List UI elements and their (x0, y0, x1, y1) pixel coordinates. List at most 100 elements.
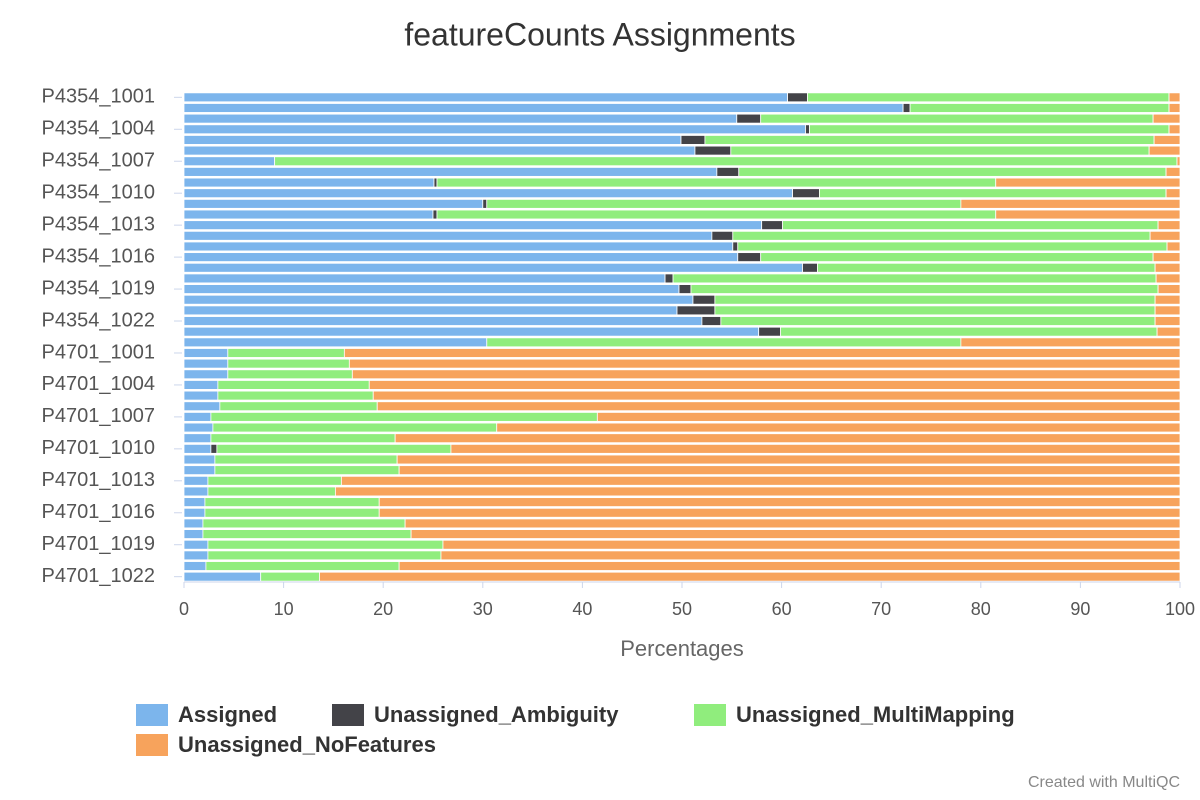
legend-label: Unassigned_NoFeatures (178, 732, 436, 757)
bar-segment (486, 337, 962, 348)
bar-segment (183, 465, 216, 476)
bar-segment (704, 135, 1155, 145)
x-tick-label: 10 (274, 599, 294, 619)
bar-segment (730, 145, 1150, 156)
bar-segment (210, 412, 598, 422)
bar-segment (207, 550, 442, 561)
bar-segment (672, 273, 1157, 284)
bar-segment (1168, 92, 1181, 103)
y-tick-label: P4354_1001 (42, 86, 155, 108)
y-tick-label: P4701_1007 (42, 405, 155, 427)
y-tick-label: P4354_1022 (42, 309, 155, 331)
bar-segment (676, 305, 716, 316)
bar-segment (183, 241, 734, 252)
bar-segment (664, 273, 674, 284)
bar-segment (212, 422, 498, 433)
bar-segment (183, 475, 209, 486)
x-tick-label: 80 (971, 599, 991, 619)
bar-segment (183, 262, 803, 273)
bar-segment (1148, 145, 1181, 156)
bar-segment (214, 454, 398, 465)
y-tick-label: P4701_1001 (42, 341, 155, 363)
bar-segment (1168, 103, 1181, 113)
bar-segment (227, 369, 353, 380)
bar-segment (217, 390, 374, 401)
bar-segment (227, 348, 345, 358)
bar-segment (183, 92, 788, 103)
bar-segment (378, 497, 1181, 507)
y-tick-label: P4701_1013 (42, 469, 155, 491)
bar-segment (183, 316, 703, 326)
x-tick-label: 90 (1070, 599, 1090, 619)
bar-segment (183, 390, 219, 401)
bar-segment (1165, 188, 1181, 199)
bar-segment (1157, 220, 1181, 231)
bar-segment (351, 369, 1181, 380)
bar-segment (183, 198, 484, 209)
bar-segment (802, 262, 818, 273)
x-axis-label: Percentages (620, 636, 744, 661)
bar-segment (183, 326, 760, 337)
bar-segment (995, 209, 1181, 220)
y-tick-label: P4354_1019 (42, 277, 155, 299)
y-tick-label: P4354_1007 (42, 150, 155, 172)
bar-segment (396, 454, 1181, 465)
bar-segment (1168, 124, 1181, 135)
bar-segment (680, 135, 706, 145)
x-tick-label: 60 (772, 599, 792, 619)
x-tick-label: 50 (672, 599, 692, 619)
y-tick-label: P4354_1010 (42, 181, 155, 203)
bar-segment (183, 571, 262, 582)
bar-segment (732, 241, 739, 252)
bar-segment (378, 507, 1181, 518)
bar-segment (690, 284, 1159, 294)
bar-segment (183, 145, 696, 156)
bar-segment (183, 561, 207, 571)
bar-segment (183, 507, 206, 518)
bar-segment (183, 401, 221, 412)
bar-segment (738, 167, 1167, 177)
bar-segment (183, 529, 204, 539)
bar-segment (183, 380, 219, 390)
bar-segment (183, 518, 204, 529)
bar-segment (398, 465, 1181, 476)
bar-segment (701, 316, 722, 326)
bar-segment (183, 305, 678, 316)
y-tick-label: P4701_1022 (42, 565, 155, 587)
bar-segment (1156, 326, 1181, 337)
y-tick-label: P4701_1010 (42, 437, 155, 459)
bar-segment (183, 209, 434, 220)
bar-segment (760, 113, 1154, 124)
bar-segment (183, 497, 206, 507)
bar-segment (343, 348, 1181, 358)
bar-segment (694, 145, 732, 156)
legend-swatch (136, 734, 168, 756)
x-tick-label: 40 (572, 599, 592, 619)
bar-segment (260, 571, 320, 582)
bar-segment (1157, 284, 1181, 294)
bar-segment (183, 422, 214, 433)
bar-segment (334, 486, 1181, 497)
bar-segment (183, 220, 763, 231)
bar-segment (183, 113, 738, 124)
bar-segment (450, 443, 1181, 454)
bar-segment (995, 177, 1181, 188)
bar-segment (204, 507, 380, 518)
bar-segment (348, 358, 1181, 369)
legend-label: Unassigned_MultiMapping (736, 702, 1015, 727)
bar-segment (1154, 262, 1181, 273)
bar-segment (758, 326, 782, 337)
bar-segment (340, 475, 1181, 486)
bar-segment (909, 103, 1170, 113)
bar-segment (714, 294, 1156, 305)
y-tick-label: P4701_1004 (42, 373, 155, 395)
x-tick-label: 0 (179, 599, 189, 619)
bar-segment (1149, 230, 1181, 241)
y-tick-label: P4701_1016 (42, 501, 155, 523)
bar-segment (183, 412, 212, 422)
bar-segment (394, 433, 1181, 444)
bar-segment (1176, 156, 1181, 167)
bar-segment (183, 348, 229, 358)
x-tick-label: 70 (871, 599, 891, 619)
